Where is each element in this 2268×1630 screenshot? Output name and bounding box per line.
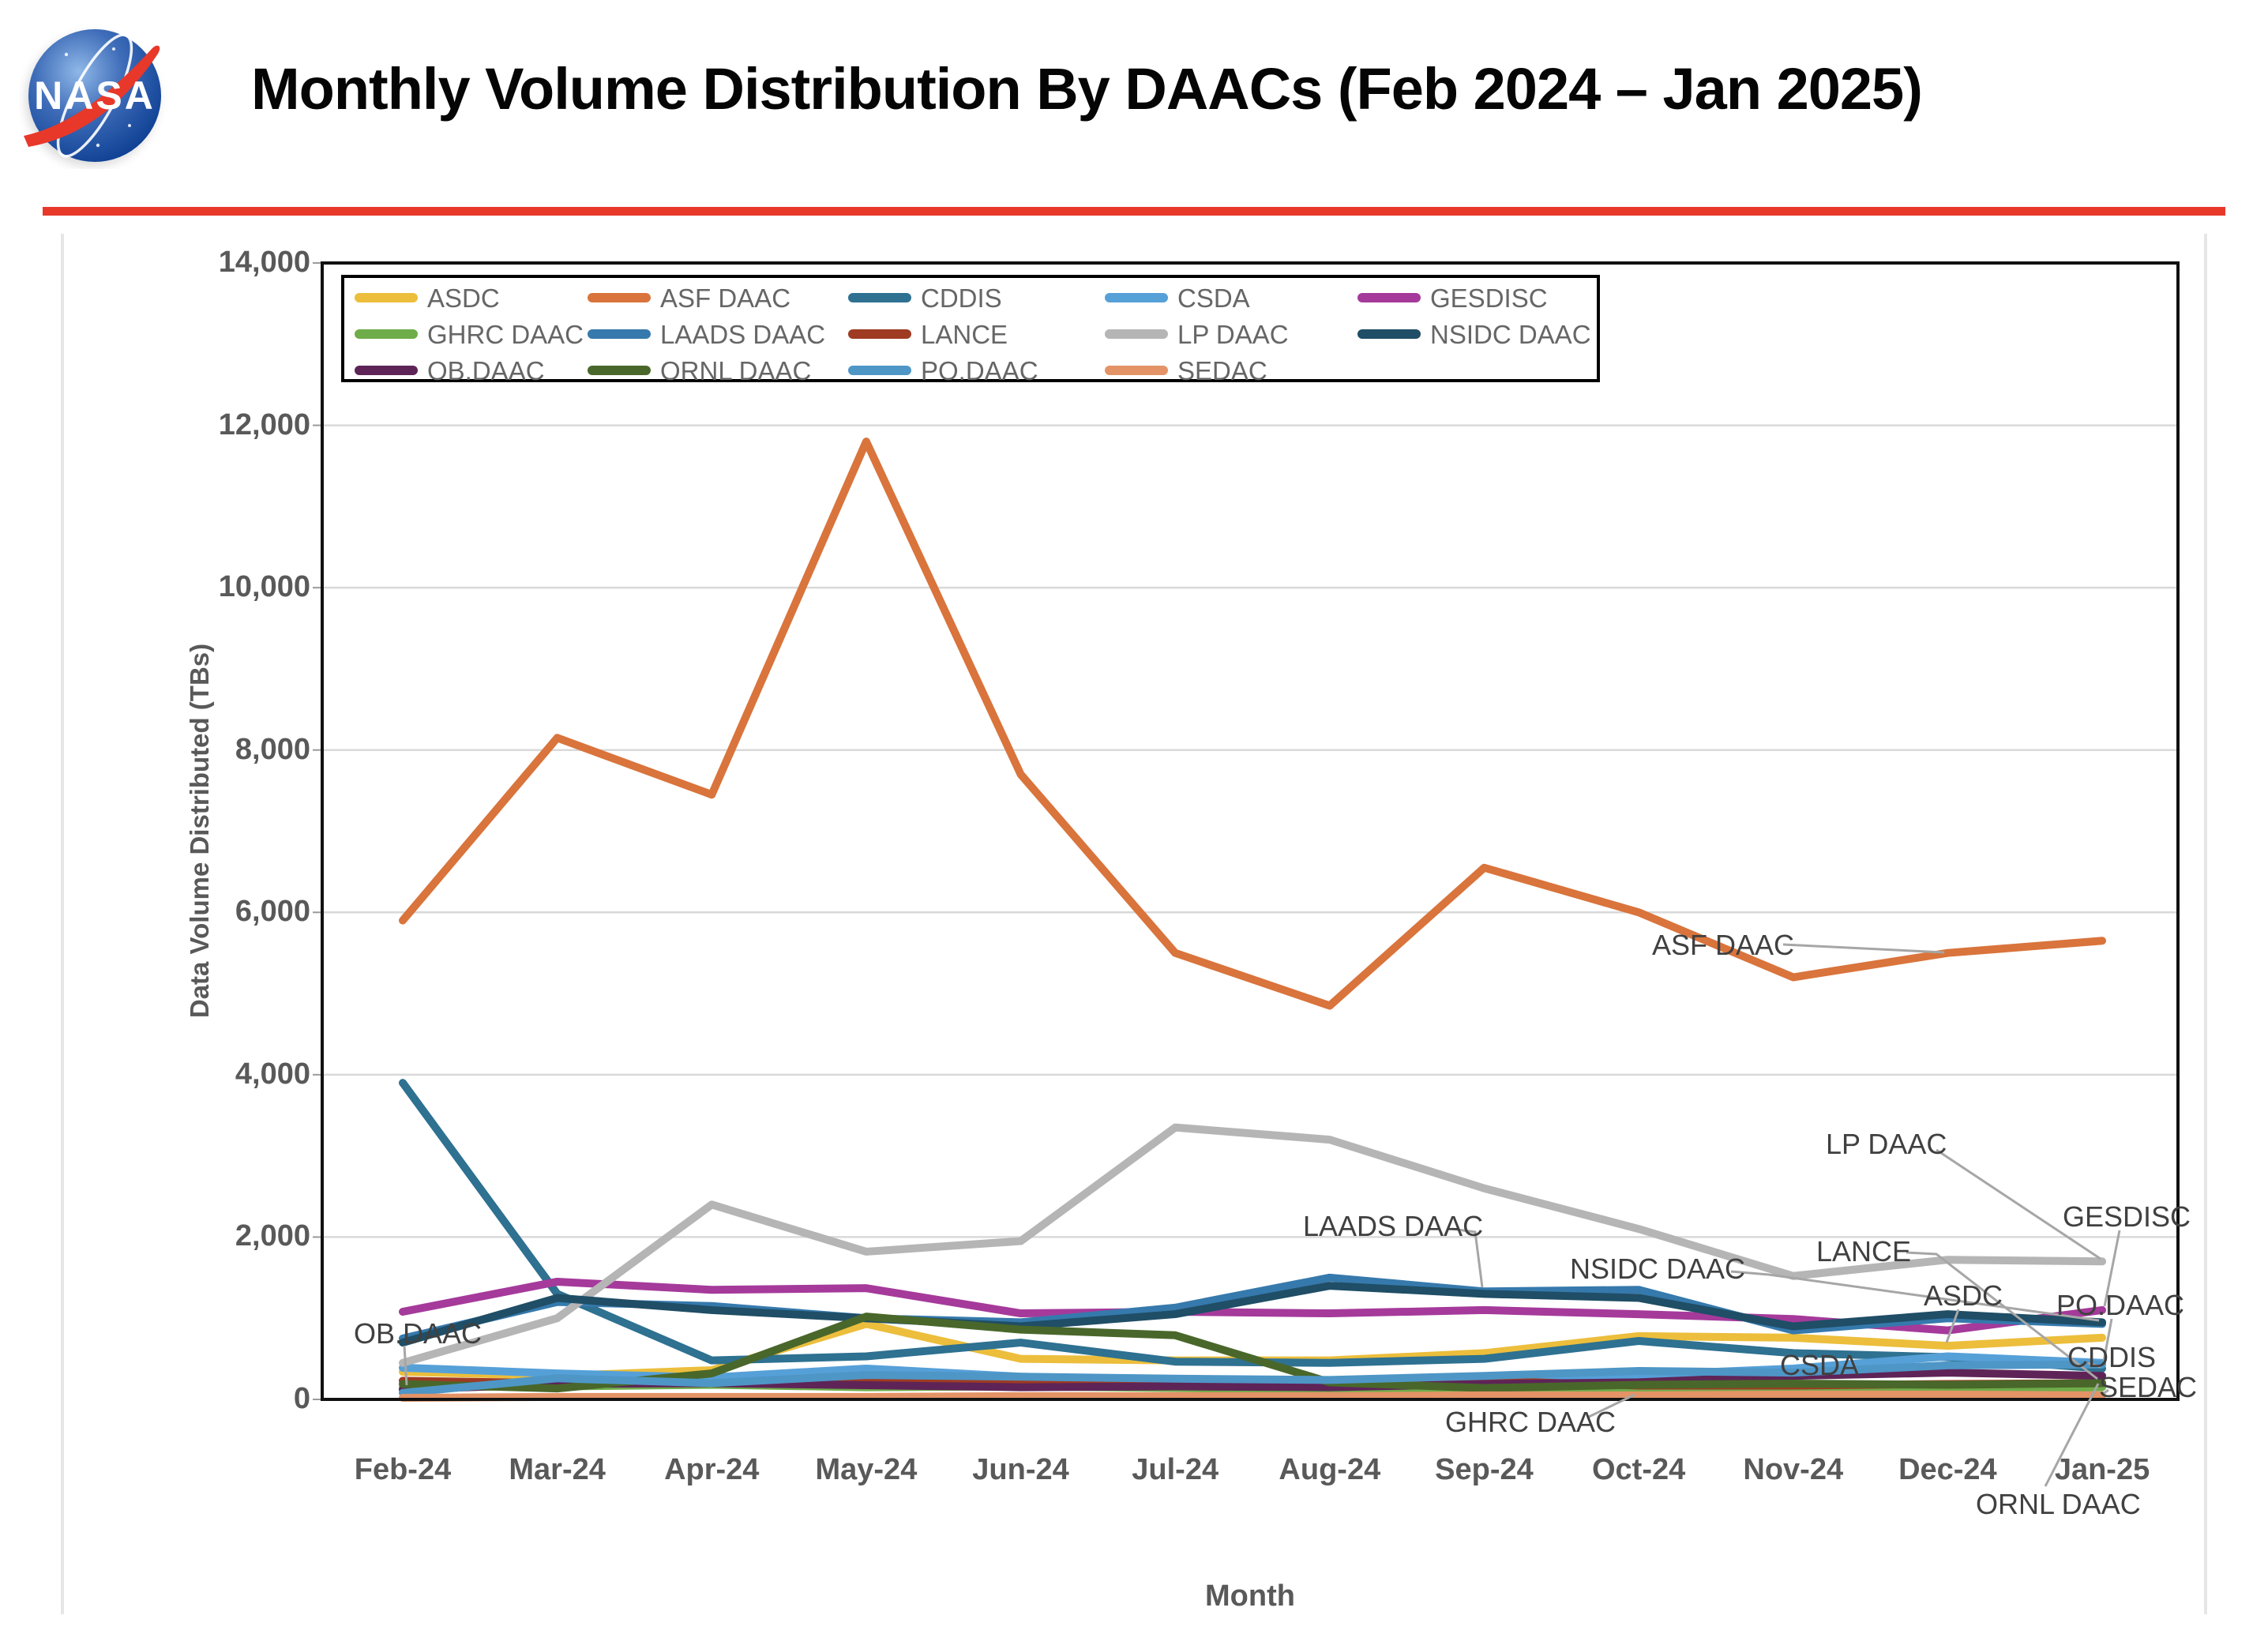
callout-label-nsidc-daac: NSIDC DAAC [1570,1253,1746,1285]
callout-label-sedac: SEDAC [2099,1371,2198,1403]
gridlines [313,262,2178,1400]
title-divider-rule [43,207,2225,216]
legend-swatch-icon [355,293,418,302]
y-tick-label: 6,000 [235,895,310,929]
data-series-lines [399,438,2107,1402]
leader-line-po-daac [2102,1318,2113,1362]
callout-label-ob-daac: OB.DAAC [354,1317,483,1350]
series-line-ornl-daac [399,1313,2107,1393]
leader-line-asf-daac [1782,943,1945,954]
legend-label: ASDC [427,284,500,313]
chart-legend: ASDC ASF DAAC CDDIS CSDA GESDISC GHRC DAAC LAA… [341,275,1600,385]
legend-swatch-icon [1357,293,1421,302]
content-frame-left [61,234,64,1614]
y-tick-label: 14,000 [218,246,310,279]
y-tick-label: 2,000 [235,1219,310,1253]
leader-line-ob-daac [403,1345,408,1386]
callout-label-ornl-daac: ORNL DAAC [1976,1488,2141,1520]
y-tick-label: 4,000 [235,1057,310,1091]
callout-label-laads-daac: LAADS DAAC [1303,1210,1484,1242]
callout-label-po-daac: PO.DAAC [2056,1289,2185,1321]
leader-line-gesdisc [2103,1230,2121,1307]
series-line-asf-daac [399,438,2107,1010]
legend-swatch-icon [1105,366,1168,375]
x-tick-label: Nov-24 [1743,1453,1844,1486]
legend-swatch-icon [355,329,418,339]
legend-swatch-icon [1357,329,1421,339]
leader-line-sedac [2102,1388,2109,1395]
x-tick-label: May-24 [815,1453,918,1486]
legend-label: ORNL DAAC [660,356,812,385]
callout-label-lance: LANCE [1816,1235,1912,1268]
callout-leader-lines [403,943,2121,1487]
legend-swatch-icon [588,366,651,375]
series-line-sedac [399,1390,2107,1402]
legend-swatch-icon [848,293,911,302]
callout-label-csda: CSDA [1780,1349,1860,1381]
legend-swatch-icon [588,293,651,302]
callout-label-lp-daac: LP DAAC [1826,1128,1947,1160]
leader-line-lp-daac [1936,1148,2101,1260]
legend-label: LAADS DAAC [660,320,826,349]
x-tick-label: Jun-24 [972,1453,1069,1486]
legend-swatch-icon [848,366,911,375]
legend-swatch-icon [848,329,911,339]
legend-label: LP DAAC [1177,320,1289,349]
x-tick-label: Jan-25 [2054,1453,2150,1486]
legend-label: OB.DAAC [427,356,545,385]
nasa-meatball-icon: NASA [24,29,161,167]
callout-label-cddis: CDDIS [2067,1341,2157,1373]
page-title: Monthly Volume Distribution By DAACs (Fe… [251,56,1923,122]
x-tick-label: Mar-24 [509,1453,606,1486]
series-line-nsidc-daac [399,1282,2107,1347]
legend-swatch-icon [588,329,651,339]
leader-line-asdc [1945,1309,1960,1343]
legend-swatch-icon [355,366,418,375]
x-tick-label: Apr-24 [664,1453,760,1486]
legend-label: GHRC DAAC [427,320,584,349]
legend-label: ASF DAAC [660,284,791,313]
leader-line-cddis [2087,1361,2101,1369]
legend-label: LANCE [921,320,1008,349]
callout-label-ghrc-daac: GHRC DAAC [1445,1406,1617,1438]
y-tick-label: 0 [293,1382,310,1415]
x-tick-label: Sep-24 [1435,1453,1534,1486]
y-tick-label: 8,000 [235,732,310,766]
plot-area-border [321,261,2180,1401]
series-line-po-daac [399,1360,2107,1397]
legend-label: NSIDC DAAC [1430,320,1591,349]
leader-line-ornl-daac [2044,1383,2100,1487]
y-tick-label: 10,000 [218,570,310,604]
legend-swatch-icon [1105,329,1168,339]
x-tick-label: Jul-24 [1132,1453,1219,1486]
leader-line-ghrc-daac [1588,1393,1635,1418]
x-tick-label: Oct-24 [1591,1453,1686,1486]
nasa-logo: NASA [19,19,169,173]
leader-line-laads-daac [1451,1227,1484,1288]
leader-line-lance [1906,1251,2098,1380]
x-tick-label: Dec-24 [1898,1453,1997,1486]
svg-text:NASA: NASA [34,73,156,118]
leader-line-nsidc-daac [1730,1270,2100,1322]
content-frame-right [2204,234,2207,1614]
legend-label: GESDISC [1430,284,1548,313]
legend-label: PO.DAAC [921,356,1038,385]
x-axis-title: Month [1205,1579,1295,1613]
legend-swatch-icon [1105,293,1168,302]
callout-label-gesdisc: GESDISC [2063,1200,2191,1233]
legend-label: CDDIS [921,284,1002,313]
x-tick-label: Feb-24 [354,1453,452,1486]
y-tick-label: 12,000 [218,408,310,441]
x-tick-label: Aug-24 [1279,1453,1381,1486]
callout-label-asf-daac: ASF DAAC [1652,929,1795,961]
series-line-lp-daac [399,1123,2107,1367]
legend-label: SEDAC [1177,356,1267,385]
callout-label-asdc: ASDC [1924,1279,2003,1312]
legend-label: CSDA [1177,284,1250,313]
